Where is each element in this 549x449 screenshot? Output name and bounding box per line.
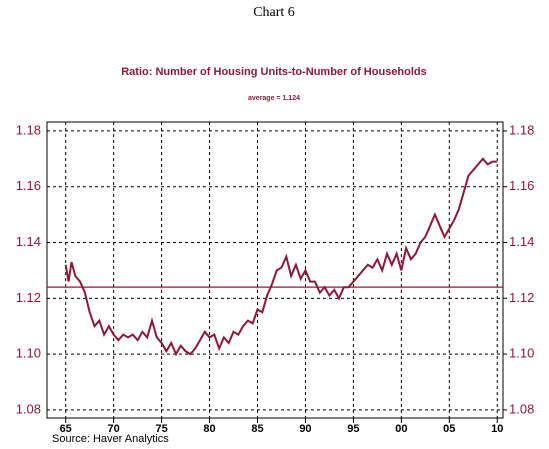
x-tick-label: 05 [443, 423, 455, 435]
y2-tick-label: 1.10 [509, 346, 534, 361]
x-tick-label: 95 [347, 423, 359, 435]
y2-tick-label: 1.16 [509, 178, 534, 193]
y-tick-label: 1.16 [16, 178, 41, 193]
y-tick-label: 1.12 [16, 290, 41, 305]
y2-tick-label: 1.14 [509, 234, 534, 249]
y-tick-label: 1.08 [16, 401, 41, 416]
y2-tick-label: 1.08 [509, 401, 534, 416]
x-tick-label: 10 [491, 423, 503, 435]
annotation: average = 1.124 [248, 95, 300, 102]
y-tick-label: 1.14 [16, 234, 41, 249]
x-tick-label: 65 [60, 423, 72, 435]
y-tick-label: 1.18 [16, 122, 41, 137]
source: Source: Haver Analytics [52, 433, 169, 445]
x-tick-label: 70 [108, 423, 120, 435]
x-tick-label: 00 [395, 423, 407, 435]
x-tick-label: 85 [251, 423, 263, 435]
data-line [64, 157, 498, 357]
x-tick-label: 90 [299, 423, 311, 435]
plot-frame [46, 121, 504, 419]
chart-title: Chart 6 [253, 5, 295, 20]
y2-tick-label: 1.12 [509, 290, 534, 305]
y-tick-label: 1.10 [16, 346, 41, 361]
chart-subtitle: Ratio: Number of Housing Units-to-Number… [121, 66, 427, 78]
x-tick-label: 75 [155, 423, 167, 435]
y2-tick-label: 1.18 [509, 122, 534, 137]
x-tick-label: 80 [203, 423, 215, 435]
